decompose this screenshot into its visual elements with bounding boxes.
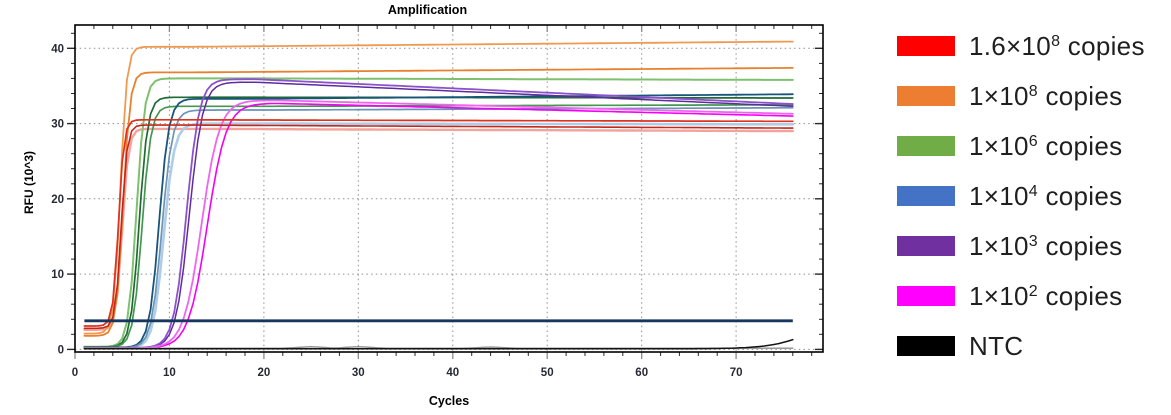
trace-1e6-a	[83, 77, 794, 348]
trace-1e2-b	[83, 99, 794, 350]
legend-swatch	[897, 236, 955, 256]
y-axis-label: RFU (10^3)	[22, 150, 36, 215]
trace-1e3-b	[83, 78, 794, 349]
x-tick-label-20: 20	[258, 367, 271, 379]
y-tick-label-0: 0	[58, 344, 64, 356]
legend-label: 1×103 copies	[969, 230, 1123, 261]
legend-label: NTC	[969, 330, 1024, 361]
amplification-chart: 0 10 20 30 40 50 60 70 0 10 20 30 40	[51, 24, 824, 379]
legend-swatch	[897, 286, 955, 306]
legend-item-3: 1×106 copies	[897, 131, 1145, 161]
x-tick-label-0: 0	[72, 367, 78, 379]
chart-area: 0 10 20 30 40 50 60 70 0 10 20 30 40 Amplification R…	[22, 3, 824, 408]
trace-1e6-c	[83, 103, 794, 348]
legend-label: 1×106 copies	[969, 130, 1123, 161]
legend-swatch	[897, 336, 955, 356]
legend-item-4: 1×104 copies	[897, 181, 1145, 211]
trace-1.6e8-shadow	[83, 127, 794, 331]
legend: 1.6×108 copies 1×108 copies 1×106 copies 1×…	[897, 31, 1145, 361]
legend-label: 1×104 copies	[969, 180, 1123, 211]
trace-1e8-a	[83, 40, 794, 335]
x-tick-label-70: 70	[730, 367, 743, 379]
legend-swatch	[897, 136, 955, 156]
trace-1.6e8-b	[83, 124, 794, 330]
x-axis-label: Cycles	[428, 394, 470, 408]
trace-1e8-b	[83, 67, 794, 337]
trace-1e4-b	[83, 106, 794, 349]
legend-item-2: 1×108 copies	[897, 81, 1145, 111]
x-tick-label-40: 40	[446, 367, 459, 379]
chart-title: Amplification	[387, 3, 468, 17]
x-tick-label-60: 60	[635, 367, 648, 379]
trace-1e3-a	[83, 81, 794, 349]
plot-frame	[74, 24, 824, 353]
x-tick-label-50: 50	[541, 367, 554, 379]
trace-1e2-a	[83, 102, 794, 349]
y-tick-label-40: 40	[51, 43, 64, 55]
x-tick-label-30: 30	[352, 367, 365, 379]
trace-1.6e8-a	[83, 118, 794, 327]
legend-label: 1×102 copies	[969, 280, 1123, 311]
legend-swatch	[897, 36, 955, 56]
trace-ntc-b	[83, 338, 794, 350]
legend-swatch	[897, 186, 955, 206]
legend-item-1: 1.6×108 copies	[897, 31, 1145, 61]
y-tick-label-10: 10	[51, 269, 64, 281]
y-tick-label-30: 30	[51, 119, 64, 131]
legend-item-5: 1×103 copies	[897, 231, 1145, 261]
legend-label: 1×108 copies	[969, 80, 1123, 111]
legend-item-7: NTC	[897, 331, 1145, 361]
legend-item-6: 1×102 copies	[897, 281, 1145, 311]
y-tick-label-20: 20	[51, 194, 64, 206]
legend-label: 1.6×108 copies	[969, 30, 1145, 61]
trace-1e4-shadow	[83, 122, 795, 350]
x-tick-label-10: 10	[163, 367, 176, 379]
legend-swatch	[897, 86, 955, 106]
